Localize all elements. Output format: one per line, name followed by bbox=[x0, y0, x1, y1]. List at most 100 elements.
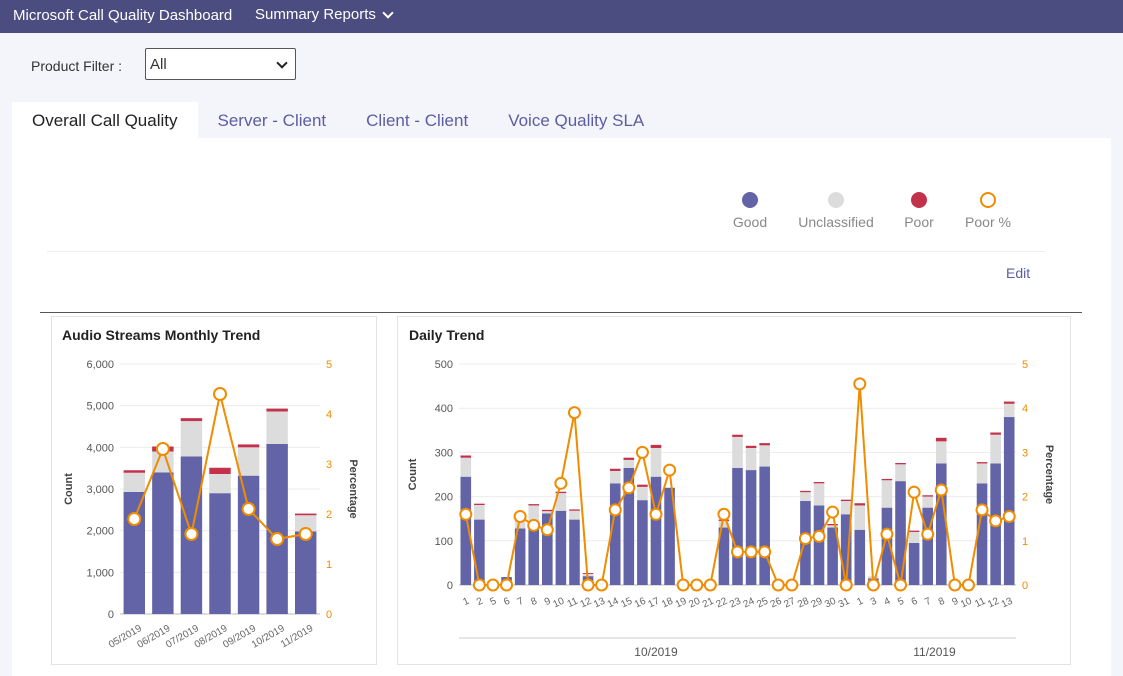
x-tick-label: 12 bbox=[986, 596, 1001, 611]
y-tick-label: 500 bbox=[435, 359, 453, 371]
bar-poor bbox=[609, 468, 621, 471]
edit-link[interactable]: Edit bbox=[1006, 265, 1031, 281]
bar-poor bbox=[209, 467, 231, 474]
poor-pct-point bbox=[731, 545, 744, 559]
tab-voice-quality-sla[interactable]: Voice Quality SLA bbox=[508, 111, 645, 130]
good-swatch bbox=[742, 192, 758, 208]
bar-poor bbox=[528, 504, 540, 506]
bar-good bbox=[908, 543, 920, 585]
y-tick-label: 400 bbox=[435, 403, 453, 415]
product-filter-select[interactable]: All bbox=[145, 48, 296, 80]
bar-good bbox=[895, 481, 906, 585]
poor-pct-point bbox=[270, 532, 285, 546]
poor-pct-point bbox=[663, 463, 677, 477]
bar-poor bbox=[295, 513, 317, 516]
bar-good bbox=[514, 528, 526, 585]
poor-swatch bbox=[911, 192, 927, 208]
x-tick-label: 10 bbox=[959, 596, 974, 611]
legend-item-poor[interactable]: Poor bbox=[894, 192, 944, 230]
y-tick-label: 2,000 bbox=[86, 526, 114, 538]
x-tick-label: 11 bbox=[973, 596, 987, 611]
x-tick-label: 13 bbox=[1000, 596, 1015, 611]
tab-overall-call-quality[interactable]: Overall Call Quality bbox=[12, 102, 198, 138]
bar-good bbox=[827, 527, 838, 585]
poor-pct-point bbox=[921, 527, 935, 541]
poor-pct-point bbox=[184, 527, 199, 541]
legend-label-good: Good bbox=[732, 214, 768, 230]
bar-unclassified bbox=[922, 496, 933, 508]
bar-poor bbox=[650, 444, 662, 448]
bar-poor bbox=[1003, 401, 1015, 404]
bar-unclassified bbox=[180, 421, 203, 457]
bar-good bbox=[759, 466, 770, 585]
poor-pct-point bbox=[1002, 509, 1016, 523]
poor-pct-point bbox=[513, 509, 527, 523]
legend-item-good[interactable]: Good bbox=[725, 192, 775, 230]
legend-item-poor-pct[interactable]: Poor % bbox=[958, 192, 1018, 230]
x-tick-label: 7 bbox=[923, 596, 933, 609]
bar-good bbox=[732, 467, 743, 585]
poor-pct-point bbox=[649, 507, 663, 521]
bar-poor bbox=[123, 470, 145, 473]
poor-pct-point bbox=[554, 476, 568, 490]
x-tick-label: 14 bbox=[606, 596, 621, 611]
poor-pct-swatch bbox=[980, 192, 996, 208]
x-tick-label: 26 bbox=[769, 596, 784, 611]
x-tick-label: 5 bbox=[489, 596, 499, 609]
bar-unclassified bbox=[460, 457, 472, 477]
bar-unclassified bbox=[813, 483, 825, 506]
x-group-label-oct: 10/2019 bbox=[634, 645, 678, 659]
poor-pct-point bbox=[676, 578, 690, 592]
y2-tick-label: 1 bbox=[326, 559, 332, 571]
bar-unclassified bbox=[209, 474, 231, 494]
bar-unclassified bbox=[976, 463, 988, 484]
bar-unclassified bbox=[759, 445, 770, 467]
x-tick-label: 23 bbox=[728, 596, 743, 611]
y2-tick-label: 5 bbox=[1022, 359, 1028, 371]
bar-unclassified bbox=[718, 520, 730, 528]
x-tick-label: 8 bbox=[937, 596, 947, 609]
poor-pct-point bbox=[241, 502, 256, 516]
x-tick-label: 3 bbox=[869, 596, 879, 609]
bar-unclassified bbox=[237, 447, 260, 476]
x-tick-label: 19 bbox=[674, 596, 689, 611]
poor-pct-point bbox=[567, 406, 581, 420]
tab-client-client[interactable]: Client - Client bbox=[366, 111, 469, 130]
poor-pct-point bbox=[758, 545, 772, 559]
poor-pct-point bbox=[703, 578, 717, 592]
y2-tick-label: 4 bbox=[326, 409, 332, 421]
poor-pct-point bbox=[975, 503, 989, 517]
bar-poor bbox=[895, 463, 906, 465]
bar-unclassified bbox=[569, 510, 580, 520]
bar-poor bbox=[623, 457, 635, 460]
bar-good bbox=[295, 531, 317, 614]
poor-pct-point bbox=[771, 578, 785, 592]
x-tick-label: 15 bbox=[619, 596, 634, 611]
bar-unclassified bbox=[123, 472, 145, 492]
chart-legend: Good Unclassified Poor Poor % bbox=[0, 192, 1123, 242]
bar-poor bbox=[237, 444, 260, 448]
x-tick-label: 1 bbox=[461, 596, 471, 609]
poor-pct-point bbox=[785, 578, 799, 592]
x-tick-label: 28 bbox=[796, 596, 811, 611]
y2-tick-label: 0 bbox=[326, 609, 332, 621]
bar-good bbox=[813, 505, 825, 585]
x-tick-label: 16 bbox=[633, 596, 648, 611]
y-tick-label: 0 bbox=[447, 580, 453, 592]
tab-server-client[interactable]: Server - Client bbox=[217, 111, 327, 130]
x-tick-label: 2 bbox=[475, 596, 485, 609]
bar-good bbox=[664, 487, 675, 585]
bar-unclassified bbox=[637, 486, 648, 501]
legend-item-unclassified[interactable]: Unclassified bbox=[796, 192, 876, 230]
y2-tick-label: 3 bbox=[1022, 447, 1028, 459]
bar-poor bbox=[881, 478, 893, 481]
bar-good bbox=[209, 493, 231, 614]
tab-bar: Overall Call Quality Server - Client Cli… bbox=[12, 102, 664, 138]
bar-good bbox=[650, 476, 662, 585]
x-tick-label: 9 bbox=[950, 596, 960, 609]
bar-poor bbox=[908, 530, 920, 532]
bar-good bbox=[609, 483, 621, 585]
summary-reports-menu[interactable]: Summary Reports bbox=[255, 6, 394, 23]
bar-unclassified bbox=[623, 459, 635, 468]
